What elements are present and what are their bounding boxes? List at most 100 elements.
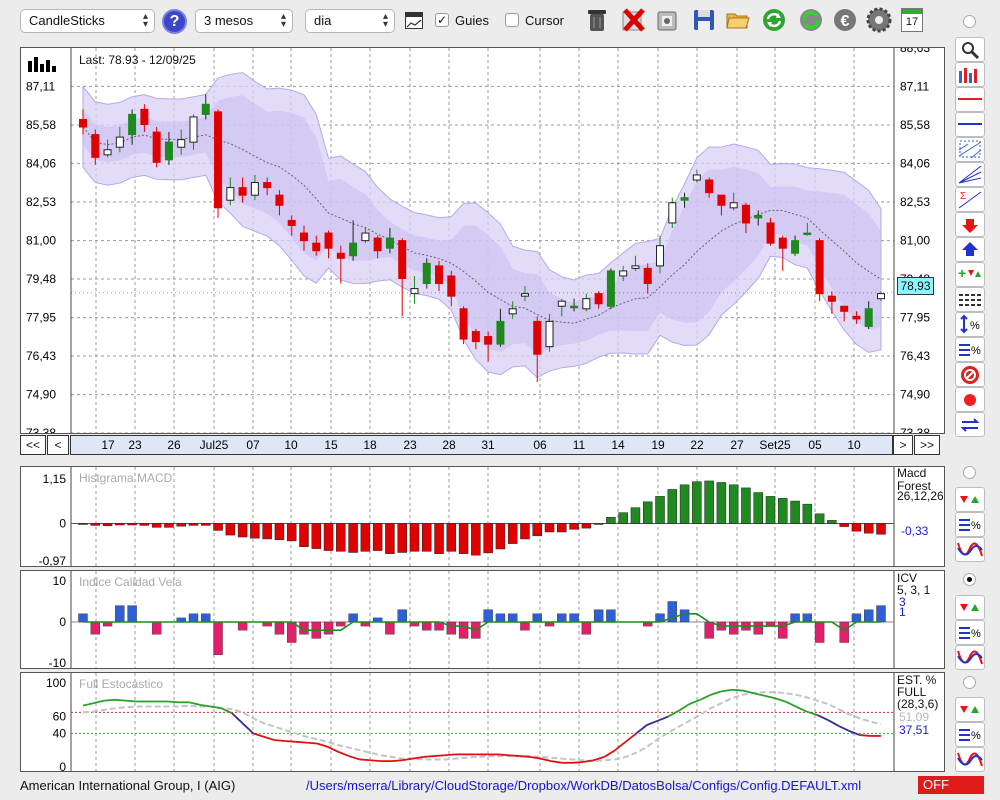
- calendar-icon[interactable]: 17: [901, 8, 923, 32]
- delete-x-icon[interactable]: [619, 6, 647, 34]
- channel-button[interactable]: [955, 137, 985, 162]
- guies-checkbox[interactable]: ✓: [435, 13, 449, 27]
- current-price-badge: 78,93: [897, 277, 934, 295]
- macd-bar: [495, 523, 506, 550]
- euro-icon[interactable]: €: [831, 6, 859, 34]
- trash-icon[interactable]: [583, 6, 611, 34]
- icv-bar: [802, 613, 813, 623]
- scroll-last-button[interactable]: >>: [914, 435, 940, 455]
- off-status-badge[interactable]: OFF: [918, 776, 984, 794]
- stoch-y-label: 0: [59, 760, 66, 771]
- y-axis-label-top: 88,63: [900, 48, 930, 55]
- macd-bar: [716, 482, 727, 524]
- stoch-curve-button[interactable]: [955, 747, 985, 772]
- arrow-down-red-button[interactable]: [955, 212, 985, 237]
- y-axis-label-left: 85,58: [26, 118, 56, 132]
- zoom-button[interactable]: [955, 37, 985, 62]
- panel-select-radio[interactable]: [963, 573, 976, 586]
- stoch-k-segment: [689, 698, 701, 705]
- cursor-checkbox[interactable]: [505, 13, 519, 27]
- icv-y-label: 0: [59, 615, 66, 629]
- stoch-k-segment: [721, 688, 733, 693]
- save-icon[interactable]: [690, 6, 718, 34]
- macd-markers-button[interactable]: [955, 487, 985, 512]
- sync-icon[interactable]: [797, 6, 825, 34]
- macd-bar: [434, 523, 444, 554]
- toolbar-radio[interactable]: [963, 15, 976, 28]
- candle-body: [79, 118, 87, 128]
- stoch-k-segment: [263, 735, 275, 741]
- macd-bar: [90, 523, 101, 526]
- open-folder-icon[interactable]: [724, 6, 752, 34]
- scroll-first-button[interactable]: <<: [20, 435, 46, 455]
- scroll-prev-button[interactable]: <: [47, 435, 69, 455]
- icv-bar: [704, 621, 714, 639]
- swap-arrows-button[interactable]: [955, 412, 985, 437]
- scroll-next-button[interactable]: >: [893, 435, 913, 455]
- icv-bar: [495, 613, 506, 623]
- stoch-k-segment: [742, 689, 754, 694]
- icv-bar: [507, 613, 518, 623]
- macd-bar: [115, 523, 125, 526]
- x-axis-label: 11: [573, 438, 586, 452]
- macd-bar: [336, 523, 346, 552]
- stoch-k-segment: [125, 699, 137, 703]
- candle-body: [668, 202, 677, 224]
- interval-select[interactable]: dia ▴ ▾: [305, 9, 395, 33]
- icv-bar: [323, 621, 334, 635]
- percent-lines-button[interactable]: %: [955, 337, 985, 362]
- scale-percent-button[interactable]: %: [955, 312, 985, 337]
- record-red-button[interactable]: [955, 387, 985, 412]
- swap-arrows-icon: [960, 418, 980, 432]
- candle-body: [373, 237, 382, 252]
- x-axis-label: 17: [101, 438, 115, 452]
- refresh-icon[interactable]: [760, 6, 788, 34]
- screenshot-icon[interactable]: [653, 6, 681, 34]
- zoom-icon: [962, 42, 980, 60]
- chart-settings-icon[interactable]: [405, 12, 423, 29]
- stoch-k-segment: [763, 694, 775, 699]
- gear-icon[interactable]: [865, 6, 893, 34]
- help-button[interactable]: ?: [162, 9, 187, 34]
- stoch-k-segment: [295, 740, 307, 744]
- red-line-button[interactable]: [955, 87, 985, 112]
- candle-body: [238, 187, 247, 196]
- arrow-up-blue-button[interactable]: [955, 237, 985, 262]
- candle-body: [496, 320, 505, 345]
- fan-lines-button[interactable]: [955, 162, 985, 187]
- icv-markers-button[interactable]: [955, 595, 985, 620]
- stoch-k-segment: [635, 724, 648, 735]
- x-axis-label: 06: [533, 438, 547, 452]
- icv-bar: [839, 621, 849, 643]
- fibonacci-button[interactable]: Σ: [955, 187, 985, 212]
- chart-type-select[interactable]: CandleSticks ▴ ▾: [20, 9, 155, 33]
- macd-bar: [139, 523, 150, 526]
- x-axis-label: 19: [651, 438, 665, 452]
- stoch-k-segment: [667, 709, 680, 718]
- stoch-percent-lines-icon: %: [959, 729, 981, 742]
- panel-select-radio[interactable]: [963, 676, 976, 689]
- blue-line-button[interactable]: [955, 112, 985, 137]
- icv-curve-button[interactable]: [955, 645, 985, 670]
- stoch-markers-button[interactable]: [955, 697, 985, 722]
- period-select[interactable]: 3 mesos ▴ ▾: [195, 9, 293, 33]
- candle-body: [766, 222, 775, 244]
- candle-body: [275, 194, 284, 206]
- candle-body: [140, 108, 149, 125]
- macd-curve-button[interactable]: [955, 537, 985, 562]
- stop-red-button[interactable]: [955, 362, 985, 387]
- macd-percent-lines-button[interactable]: %: [955, 512, 985, 537]
- stoch-percent-lines-button[interactable]: %: [955, 722, 985, 747]
- add-markers-button[interactable]: +: [955, 262, 985, 287]
- stochastic-line-chart: 100 60 40 0: [46, 673, 895, 771]
- arrow-down-red-icon: [962, 219, 978, 233]
- icv-percent-lines-button[interactable]: %: [955, 620, 985, 645]
- config-path-link[interactable]: /Users/mserra/Library/CloudStorage/Dropb…: [306, 778, 862, 793]
- stoch-k-segment: [444, 753, 456, 757]
- lines-list-button[interactable]: [955, 287, 985, 312]
- icv-bar: [397, 609, 407, 623]
- volume-profile-button[interactable]: [955, 62, 985, 87]
- icv-bar: [287, 621, 297, 643]
- panel-select-radio[interactable]: [963, 466, 976, 479]
- moving-average-line: [82, 126, 882, 324]
